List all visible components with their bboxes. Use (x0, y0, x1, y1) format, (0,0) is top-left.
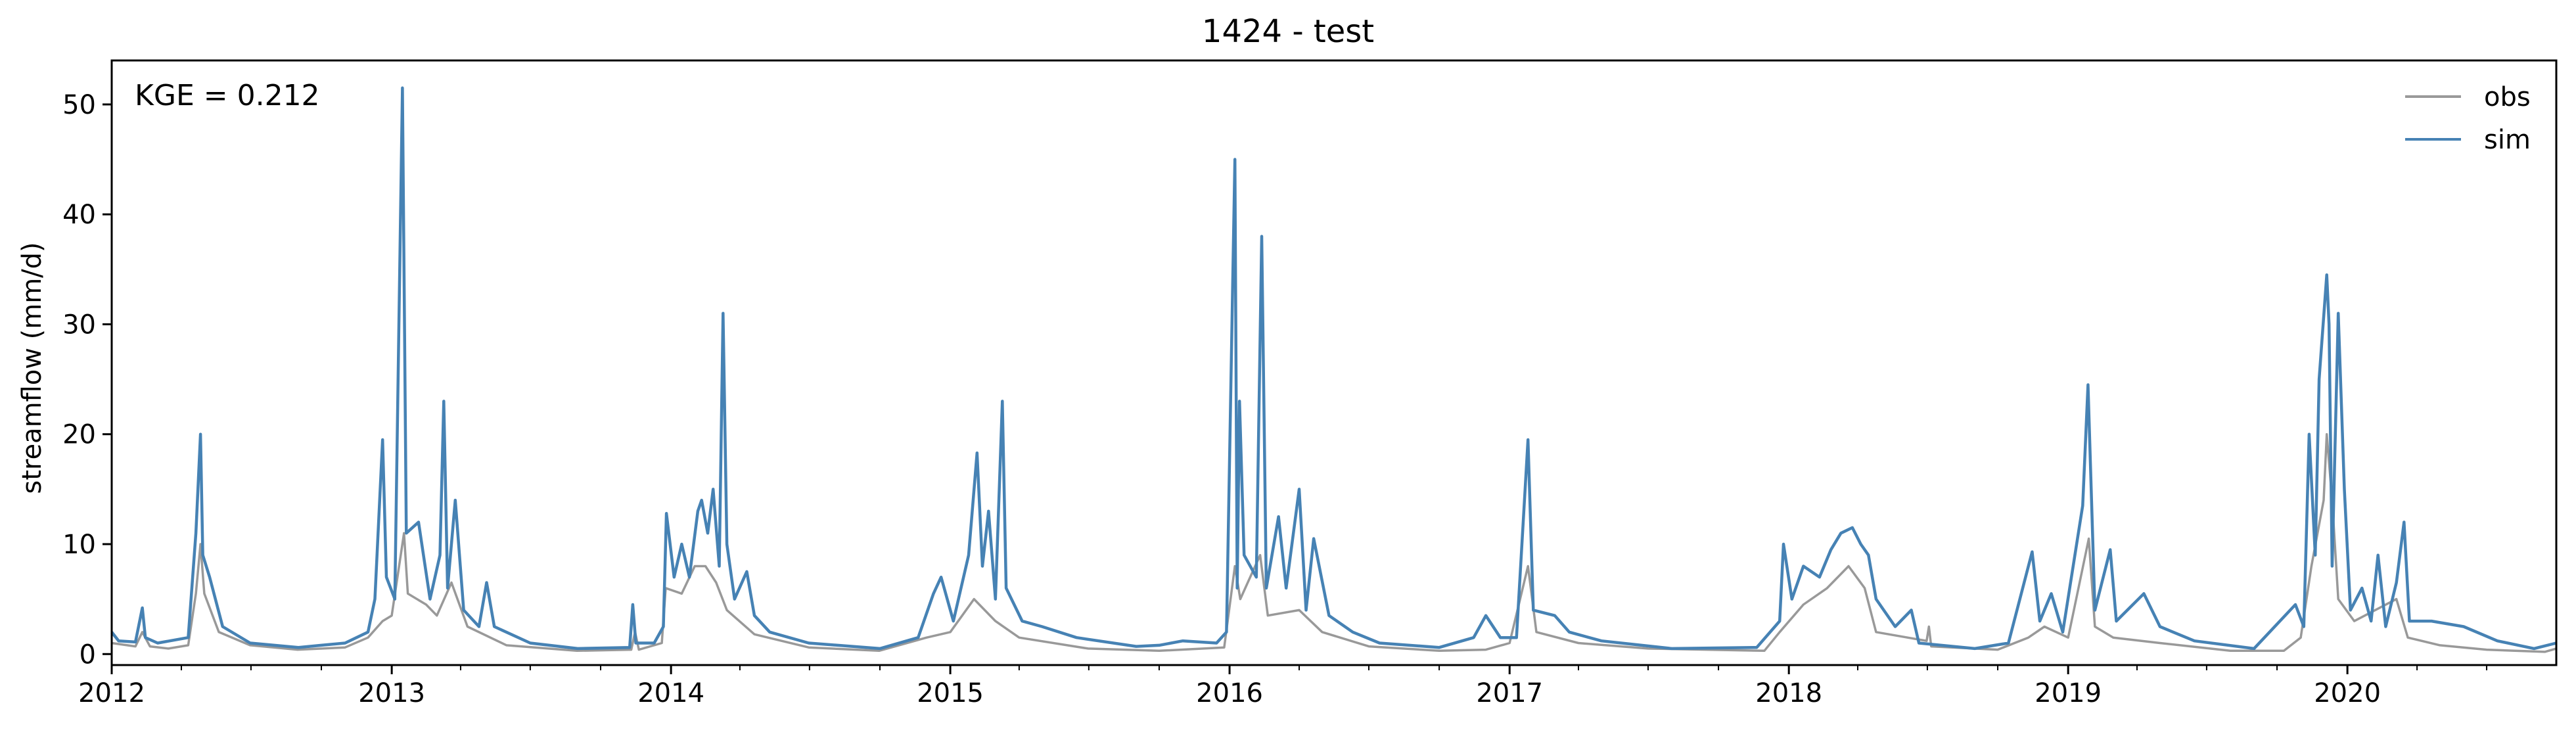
x-tick-label: 2019 (2035, 678, 2102, 708)
y-tick-label: 30 (62, 310, 96, 340)
legend: obs sim (2405, 82, 2531, 155)
y-tick-label: 50 (62, 90, 96, 120)
y-tick-label: 40 (62, 200, 96, 230)
x-tick-label: 2018 (1755, 678, 1822, 708)
x-tick-label: 2016 (1196, 678, 1263, 708)
y-axis-label: streamflow (mm/d) (17, 242, 47, 494)
legend-label-sim: sim (2484, 125, 2531, 155)
x-tick-label: 2020 (2314, 678, 2381, 708)
y-tick-label: 20 (62, 420, 96, 450)
x-tick-label: 2013 (358, 678, 425, 708)
x-tick-label: 2015 (917, 678, 984, 708)
legend-label-obs: obs (2484, 82, 2531, 112)
chart-title: 1424 - test (1202, 13, 1374, 50)
kge-annotation: KGE = 0.212 (135, 79, 320, 112)
y-tick-label: 0 (80, 639, 96, 670)
y-tick-label: 10 (62, 530, 96, 560)
series-line-sim (110, 86, 2557, 651)
plot-frame (110, 59, 2558, 666)
x-tick-label: 2014 (637, 678, 704, 708)
x-tick-label: 2017 (1476, 678, 1543, 708)
x-tick-label: 2012 (78, 678, 145, 708)
